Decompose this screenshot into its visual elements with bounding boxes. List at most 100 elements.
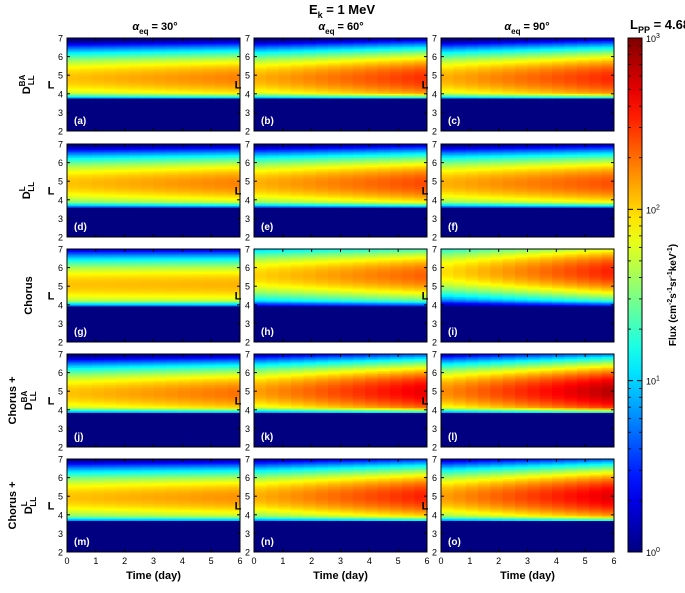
- heatmap-cell: [227, 41, 240, 44]
- heatmap-cell: [328, 156, 342, 159]
- heatmap-cell: [402, 109, 416, 112]
- heatmap-cell: [515, 215, 529, 218]
- heatmap-cell: [340, 53, 354, 56]
- heatmap-cell: [227, 51, 240, 55]
- heatmap-cell: [165, 173, 179, 176]
- heatmap-cell: [153, 106, 167, 109]
- heatmap-cell: [165, 50, 179, 53]
- heatmap-cell: [202, 144, 216, 147]
- heatmap-cell: [215, 219, 229, 223]
- heatmap-cell: [315, 101, 329, 104]
- heatmap-cell: [79, 107, 93, 110]
- heatmap-cell: [539, 198, 553, 201]
- heatmap-cell: [552, 110, 566, 113]
- heatmap-cell: [303, 175, 317, 178]
- heatmap-cell: [539, 106, 553, 109]
- heatmap-cell: [365, 51, 379, 55]
- heatmap-cell: [552, 39, 566, 42]
- heatmap-cell: [552, 117, 566, 120]
- heatmap-cell: [515, 82, 529, 86]
- heatmap-cell: [315, 167, 329, 170]
- heatmap-cell: [365, 196, 379, 199]
- heatmap-cell: [328, 101, 342, 104]
- heatmap-cell: [465, 162, 479, 165]
- heatmap-cell: [165, 38, 179, 41]
- heatmap-cell: [402, 93, 416, 96]
- heatmap-cell: [465, 98, 479, 101]
- heatmap-cell: [490, 86, 504, 89]
- heatmap-cell: [402, 151, 416, 154]
- heatmap-cell: [490, 50, 504, 53]
- heatmap-cell: [576, 109, 590, 112]
- heatmap-cell: [515, 92, 529, 95]
- heatmap-cell: [266, 65, 280, 69]
- heatmap-cell: [352, 218, 366, 221]
- heatmap-cell: [527, 193, 541, 196]
- heatmap-cell: [153, 109, 167, 112]
- heatmap-cell: [67, 64, 80, 67]
- heatmap-cell: [352, 213, 366, 216]
- heatmap-cell: [91, 112, 105, 115]
- heatmap-cell: [79, 227, 93, 230]
- heatmap-cell: [215, 176, 229, 179]
- heatmap-cell: [502, 51, 516, 55]
- heatmap-cell: [564, 45, 578, 48]
- heatmap-cell: [202, 171, 216, 175]
- heatmap-cell: [490, 212, 504, 215]
- heatmap-cell: [453, 70, 467, 73]
- heatmap-cell: [266, 206, 280, 209]
- heatmap-cell: [352, 168, 366, 171]
- heatmap-cell: [278, 93, 292, 96]
- heatmap-cell: [490, 207, 504, 210]
- heatmap-cell: [340, 100, 354, 103]
- heatmap-cell: [141, 179, 155, 182]
- heatmap-cell: [91, 229, 105, 232]
- heatmap-cell: [266, 42, 280, 45]
- heatmap-cell: [67, 144, 80, 147]
- heatmap-cell: [377, 153, 391, 156]
- heatmap-cell: [539, 87, 553, 90]
- heatmap-cell: [527, 90, 541, 93]
- heatmap-cell: [389, 226, 403, 229]
- heatmap-cell: [478, 204, 492, 207]
- heatmap-cell: [79, 92, 93, 95]
- heatmap-cell: [215, 210, 229, 213]
- heatmap-cell: [552, 126, 566, 129]
- heatmap-cell: [79, 223, 93, 226]
- heatmap-cell: [116, 235, 130, 237]
- heatmap-cell: [490, 185, 504, 188]
- heatmap-cell: [365, 150, 379, 153]
- heatmap-cell: [601, 69, 614, 72]
- heatmap-cell: [315, 171, 329, 175]
- heatmap-cell: [465, 73, 479, 76]
- heatmap-cell: [389, 213, 403, 216]
- heatmap-cell: [539, 45, 553, 48]
- heatmap-cell: [278, 206, 292, 209]
- heatmap-cell: [254, 62, 267, 65]
- heatmap-cell: [79, 168, 93, 171]
- heatmap-cell: [153, 219, 167, 223]
- heatmap-cell: [190, 153, 204, 156]
- heatmap-cell: [254, 223, 267, 226]
- heatmap-cell: [165, 150, 179, 153]
- heatmap-cell: [539, 115, 553, 118]
- heatmap-cell: [414, 159, 427, 162]
- heatmap-cell: [116, 157, 130, 161]
- heatmap-cell: [303, 184, 317, 187]
- heatmap-cell: [414, 165, 427, 168]
- heatmap-cell: [352, 96, 366, 100]
- heatmap-cell: [91, 151, 105, 154]
- heatmap-cell: [365, 79, 379, 82]
- heatmap-cell: [576, 44, 590, 47]
- heatmap-cell: [79, 38, 93, 41]
- heatmap-cell: [402, 185, 416, 188]
- heatmap-cell: [315, 198, 329, 201]
- heatmap-cell: [153, 126, 167, 129]
- heatmap-cell: [291, 112, 305, 115]
- heatmap-cell: [215, 182, 229, 185]
- heatmap-cell: [441, 162, 454, 165]
- heatmap-cell: [377, 185, 391, 188]
- heatmap-cell: [178, 187, 192, 190]
- heatmap-cell: [453, 38, 467, 41]
- heatmap-cell: [352, 207, 366, 210]
